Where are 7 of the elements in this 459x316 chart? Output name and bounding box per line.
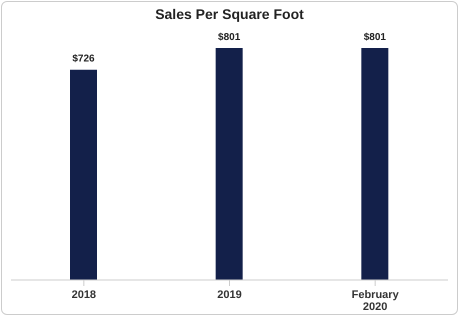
data-label: $726	[72, 54, 96, 65]
x-tick-label: 2019	[217, 288, 242, 301]
chart-title: Sales Per Square Foot	[154, 6, 305, 22]
data-label: $801	[364, 32, 386, 43]
x-tick-label: February 2020	[352, 288, 400, 313]
data-label: $801	[218, 32, 241, 43]
x-tick-label: 2018	[72, 288, 96, 301]
